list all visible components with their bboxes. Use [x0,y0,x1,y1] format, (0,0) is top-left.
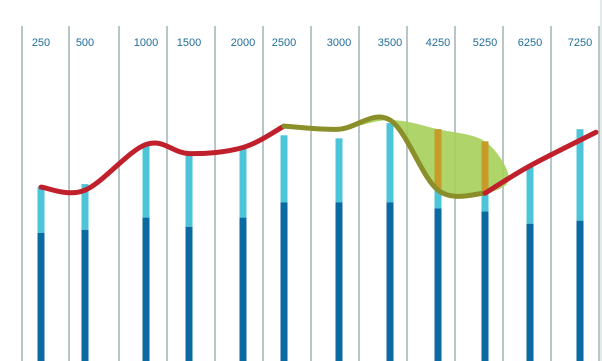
bar-lower-4250 [434,208,442,361]
bar-upper-1500 [185,153,193,227]
bar-lower-1000 [142,217,150,361]
bar-upper-500 [81,184,89,230]
x-tick-label: 2000 [231,37,255,49]
highlight-bar-5250 [481,141,489,194]
bar-lower-6250 [526,223,534,361]
bar-upper-6250 [526,165,534,224]
highlight-bar-4250 [434,129,442,191]
series-line-highlighted [281,114,488,199]
bar-upper-1000 [142,144,150,218]
grid-lines [21,26,600,361]
x-tick-label: 2500 [272,37,296,49]
series-line-before-highlight [38,123,287,196]
x-tick-label: 4250 [426,37,450,49]
highlight-area [270,116,509,198]
bar-lower-5250 [481,211,489,361]
series-line-after-highlight [482,129,599,196]
bar-lower-500 [81,229,89,361]
bar-lower-3500 [386,202,394,361]
bar-lower-250 [37,232,45,361]
bar-lower-3000 [335,202,343,361]
highlight-region [270,116,509,198]
x-tick-label: 5250 [473,37,497,49]
x-tick-label: 1000 [134,37,158,49]
tick-labels: 250 500 1000 1500 2000 2500 3000 3500 4250 5250 62… [32,37,592,49]
bar-upper-3500 [386,123,394,203]
series-lines [38,114,599,199]
x-tick-label: 3500 [378,37,402,49]
bar-upper-3000 [335,138,343,203]
x-tick-label: 6250 [518,37,542,49]
x-tick-label: 250 [32,37,50,49]
bar-lower-2000 [239,217,247,361]
bar-upper-2000 [239,147,247,218]
x-tick-label: 1500 [177,37,201,49]
bar-lower-2500 [280,202,288,361]
x-tick-label: 3000 [327,37,351,49]
bar-lower-1500 [185,226,193,361]
x-tick-label: 7250 [568,37,592,49]
bar-upper-250 [37,187,45,233]
bar-upper-7250 [576,129,584,221]
x-tick-label: 500 [76,37,94,49]
bar-upper-2500 [280,135,288,203]
bar-lower-7250 [576,220,584,361]
